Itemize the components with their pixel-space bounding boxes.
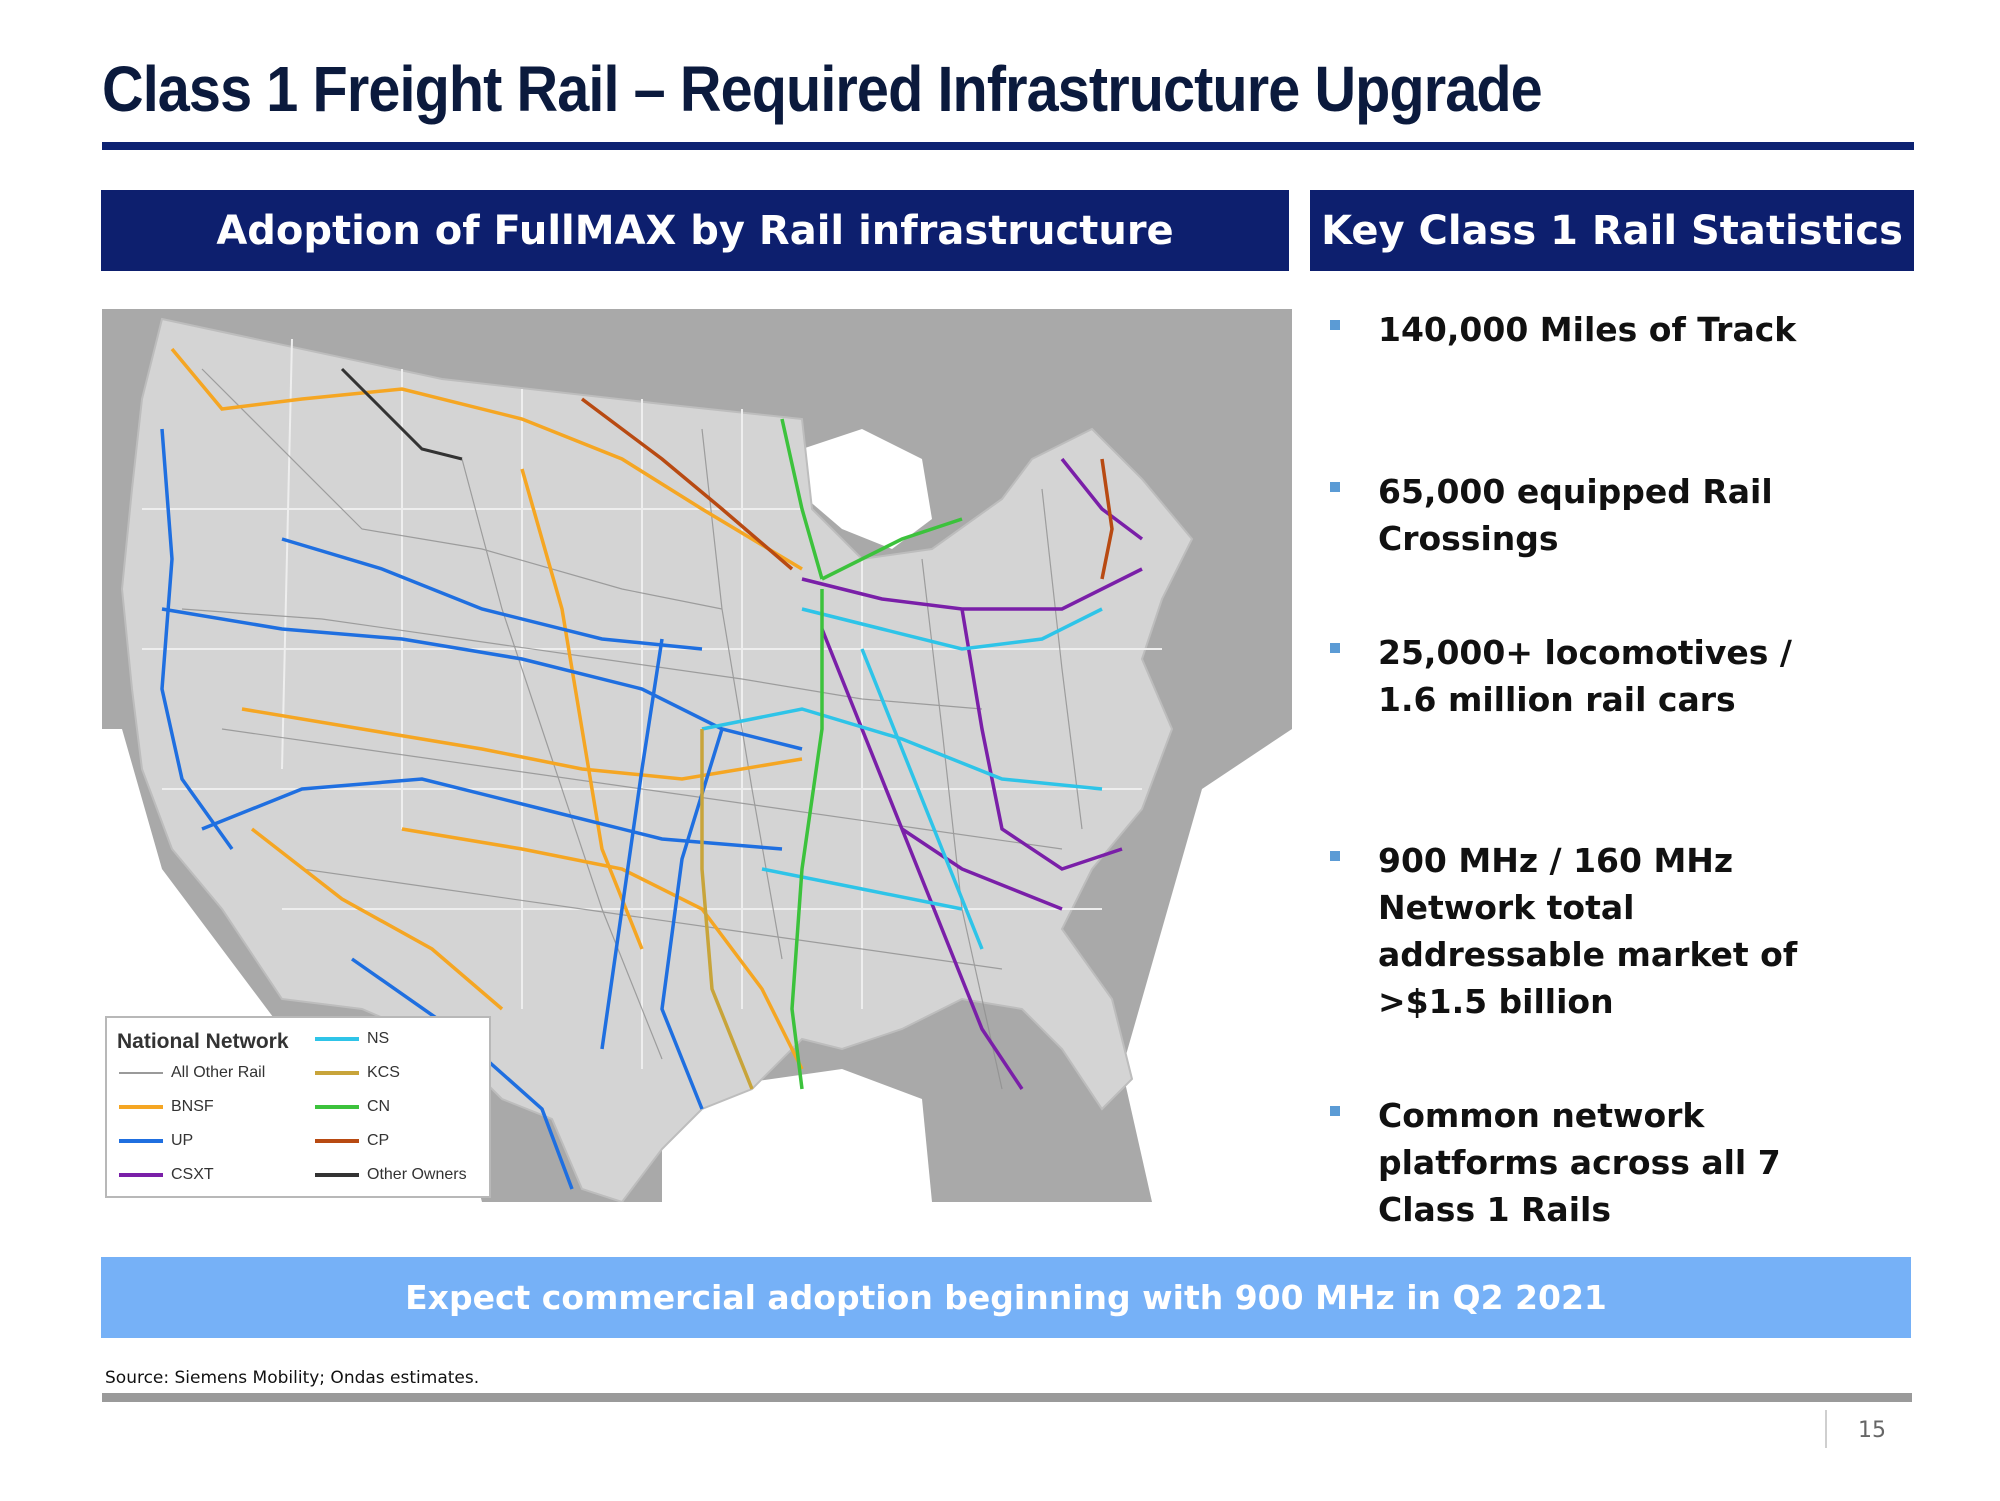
stat-item: 140,000 Miles of Track bbox=[1330, 306, 1910, 353]
legend-label: CP bbox=[367, 1132, 390, 1149]
legend-item: NS bbox=[315, 1030, 389, 1048]
square-bullet-icon bbox=[1330, 851, 1340, 861]
kcs-lines bbox=[700, 729, 754, 1090]
rail-network-map: National Network All Other Rail BNSF UP … bbox=[102, 309, 1292, 1202]
other-rail-lines bbox=[181, 368, 1083, 1090]
atlantic-ocean bbox=[1122, 729, 1292, 1202]
square-bullet-icon bbox=[1330, 320, 1340, 330]
right-section-header: Key Class 1 Rail Statistics bbox=[1310, 190, 1914, 271]
legend-label: NS bbox=[367, 1030, 390, 1047]
stat-item: 25,000+ locomotives / 1.6 million rail c… bbox=[1330, 629, 1910, 723]
stat-text: Common network platforms across all 7 Cl… bbox=[1378, 1096, 1781, 1229]
gulf-of-mexico bbox=[662, 1069, 932, 1202]
stat-item: 900 MHz / 160 MHz Network total addressa… bbox=[1330, 837, 1910, 1025]
great-lakes bbox=[802, 429, 932, 549]
other-owner-lines bbox=[340, 367, 463, 461]
legend-item: UP bbox=[119, 1132, 193, 1150]
slide-title: Class 1 Freight Rail – Required Infrastr… bbox=[102, 53, 1543, 125]
legend-label: KCS bbox=[367, 1064, 400, 1081]
legend-label: All Other Rail bbox=[171, 1064, 266, 1081]
footer-rule bbox=[102, 1393, 1912, 1402]
legend-label: Other Owners bbox=[367, 1166, 467, 1183]
map-legend: National Network All Other Rail BNSF UP … bbox=[105, 1016, 491, 1198]
page-number: 15 bbox=[1858, 1418, 1886, 1443]
legend-item: All Other Rail bbox=[119, 1064, 265, 1082]
legend-label: CN bbox=[367, 1098, 391, 1115]
legend-title: National Network bbox=[117, 1030, 289, 1053]
legend-item: CSXT bbox=[119, 1166, 214, 1184]
legend-item: CP bbox=[315, 1132, 389, 1150]
stat-text: 900 MHz / 160 MHz Network total addressa… bbox=[1378, 841, 1798, 1021]
source-note: Source: Siemens Mobility; Ondas estimate… bbox=[105, 1368, 480, 1388]
legend-item: KCS bbox=[315, 1064, 400, 1082]
contiguous-us bbox=[120, 317, 1194, 1202]
legend-label: CSXT bbox=[171, 1166, 214, 1183]
legend-item: Other Owners bbox=[315, 1166, 467, 1184]
legend-swatch bbox=[315, 1037, 359, 1041]
stat-item: Common network platforms across all 7 Cl… bbox=[1330, 1092, 1910, 1233]
square-bullet-icon bbox=[1330, 643, 1340, 653]
legend-swatch bbox=[315, 1105, 359, 1109]
legend-swatch bbox=[119, 1105, 163, 1109]
legend-item: CN bbox=[315, 1098, 390, 1116]
up-lines bbox=[160, 428, 803, 1190]
stat-text: 65,000 equipped Rail Crossings bbox=[1378, 472, 1773, 558]
page-number-divider bbox=[1825, 1410, 1827, 1448]
cp-lines bbox=[580, 397, 1114, 580]
square-bullet-icon bbox=[1330, 1106, 1340, 1116]
legend-swatch bbox=[315, 1139, 359, 1143]
cn-lines bbox=[780, 418, 963, 1090]
square-bullet-icon bbox=[1330, 482, 1340, 492]
stat-text: 140,000 Miles of Track bbox=[1378, 310, 1797, 349]
ns-lines bbox=[701, 607, 1103, 950]
legend-swatch bbox=[119, 1072, 163, 1074]
adoption-banner: Expect commercial adoption beginning wit… bbox=[101, 1257, 1911, 1338]
stat-item: 65,000 equipped Rail Crossings bbox=[1330, 468, 1910, 562]
legend-swatch bbox=[119, 1173, 163, 1177]
stat-text: 25,000+ locomotives / 1.6 million rail c… bbox=[1378, 633, 1792, 719]
legend-label: BNSF bbox=[171, 1098, 214, 1115]
legend-swatch bbox=[315, 1173, 359, 1177]
legend-swatch bbox=[315, 1071, 359, 1075]
legend-swatch bbox=[119, 1139, 163, 1143]
left-section-header: Adoption of FullMAX by Rail infrastructu… bbox=[101, 190, 1289, 271]
csxt-lines bbox=[801, 457, 1144, 1090]
legend-label: UP bbox=[171, 1132, 194, 1149]
title-rule bbox=[102, 142, 1914, 150]
legend-item: BNSF bbox=[119, 1098, 214, 1116]
state-borders bbox=[142, 338, 1162, 1069]
